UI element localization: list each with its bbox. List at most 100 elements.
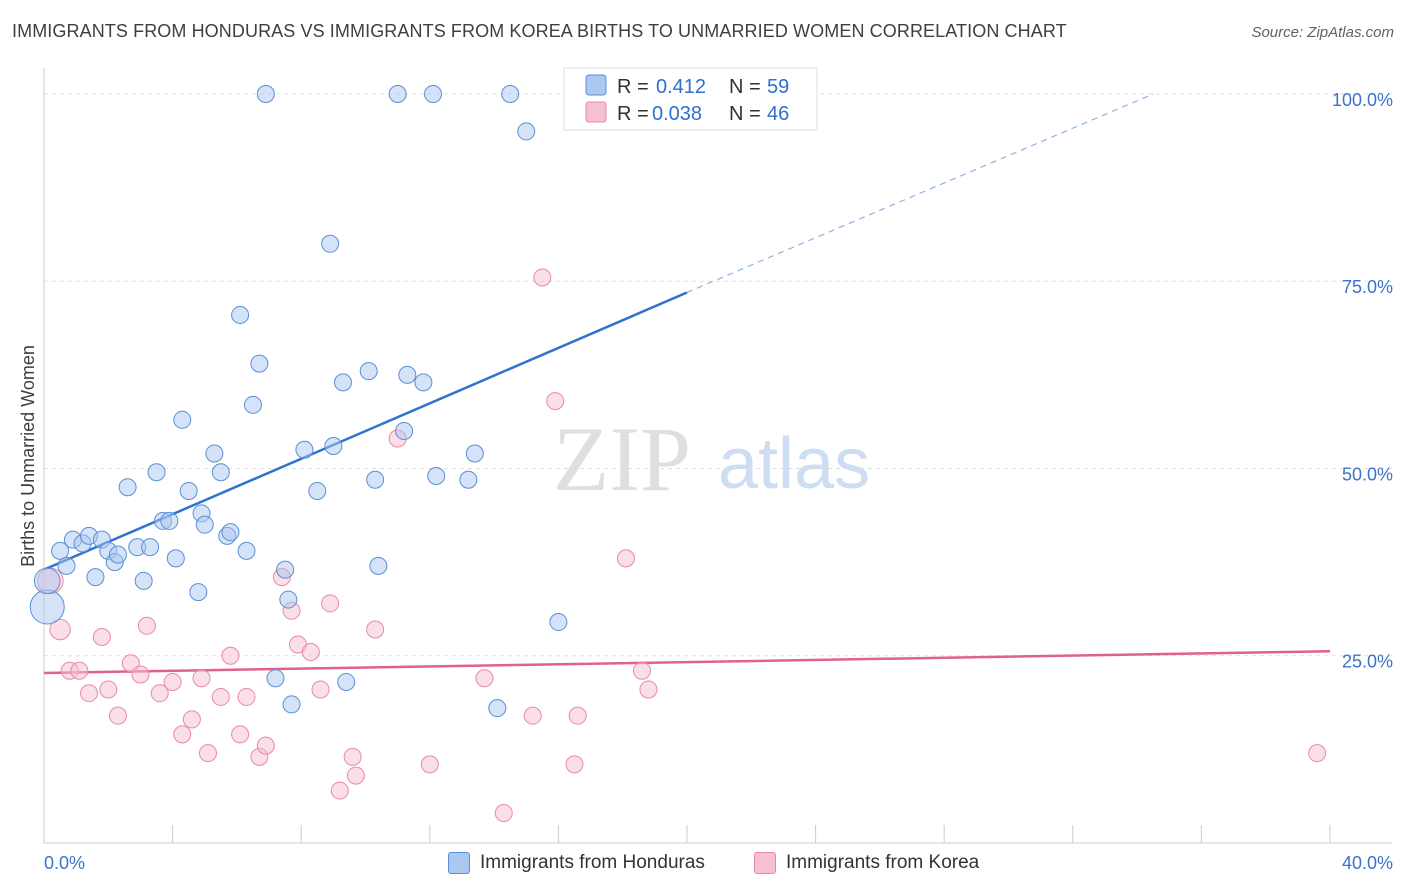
korea-point-18 bbox=[221, 646, 240, 665]
korea-point-35 bbox=[475, 669, 494, 688]
honduras-point-39 bbox=[308, 481, 327, 500]
legend-swatch-honduras-bottom bbox=[448, 852, 470, 874]
korea-point-5 bbox=[92, 628, 111, 647]
korea-point-27 bbox=[311, 680, 330, 699]
tick-labels: 25.0% 50.0% 75.0% 100.0% 0.0% 40.0% bbox=[44, 90, 1393, 873]
honduras-point-20 bbox=[173, 410, 192, 429]
honduras-point-7 bbox=[86, 568, 105, 587]
honduras-point-35 bbox=[276, 560, 295, 579]
honduras-point-32 bbox=[250, 354, 269, 373]
korea-point-31 bbox=[346, 766, 365, 785]
honduras-point-46 bbox=[369, 556, 388, 575]
korea-point-7 bbox=[108, 706, 127, 725]
honduras-point-42 bbox=[333, 373, 352, 392]
legend-n-value-korea: 46 bbox=[767, 103, 789, 125]
honduras-point-25 bbox=[205, 444, 224, 463]
korea-point-3 bbox=[70, 661, 89, 680]
korea-point-4 bbox=[80, 684, 99, 703]
korea-point-36 bbox=[494, 804, 513, 823]
honduras-point-56 bbox=[501, 84, 520, 103]
watermark-atlas: atlas bbox=[718, 424, 870, 504]
honduras-point-51 bbox=[424, 84, 443, 103]
source-label: Source: ZipAtlas.com bbox=[1251, 24, 1394, 41]
honduras-point-53 bbox=[459, 470, 478, 489]
honduras-point-15 bbox=[141, 538, 160, 557]
honduras-point-1 bbox=[33, 567, 61, 595]
honduras-point-3 bbox=[57, 556, 76, 575]
legend-item-korea: Immigrants from Korea bbox=[754, 852, 979, 874]
korea-point-19 bbox=[231, 725, 250, 744]
y-tick-label-25: 25.0% bbox=[1342, 652, 1393, 672]
korea-point-13 bbox=[173, 725, 192, 744]
honduras-point-11 bbox=[108, 545, 127, 564]
legend-label-honduras: Immigrants from Honduras bbox=[480, 852, 705, 873]
legend-n-label-korea: N = bbox=[729, 103, 761, 125]
y-tick-label-75: 75.0% bbox=[1342, 277, 1393, 297]
korea-point-41 bbox=[568, 706, 587, 725]
legend-r-label-korea: R = bbox=[617, 103, 649, 125]
korea-point-29 bbox=[330, 781, 349, 800]
legend-item-honduras: Immigrants from Honduras bbox=[448, 852, 705, 874]
honduras-point-41 bbox=[324, 437, 343, 456]
korea-point-9 bbox=[131, 665, 150, 684]
honduras-point-55 bbox=[488, 699, 507, 718]
korea-point-1 bbox=[49, 618, 71, 641]
honduras-point-12 bbox=[118, 478, 137, 497]
honduras-point-19 bbox=[166, 549, 185, 568]
legend-swatch-korea bbox=[585, 101, 607, 123]
honduras-point-37 bbox=[282, 695, 301, 714]
honduras-point-44 bbox=[359, 362, 378, 381]
korea-point-39 bbox=[546, 392, 565, 411]
honduras-point-21 bbox=[179, 481, 198, 500]
trend-lines bbox=[43, 93, 1331, 675]
korea-point-14 bbox=[182, 710, 201, 729]
korea-point-10 bbox=[137, 616, 156, 635]
honduras-point-14 bbox=[134, 571, 153, 590]
legend-r-label-honduras: R = bbox=[617, 76, 649, 98]
trend-line-honduras bbox=[43, 291, 688, 571]
korea-point-20 bbox=[237, 687, 256, 706]
honduras-point-43 bbox=[337, 672, 356, 691]
korea-point-44 bbox=[639, 680, 658, 699]
honduras-point-38 bbox=[295, 440, 314, 459]
honduras-point-16 bbox=[147, 463, 166, 482]
honduras-point-18 bbox=[160, 511, 179, 530]
korea-point-11 bbox=[150, 684, 169, 703]
trend-line-korea bbox=[43, 650, 1331, 675]
korea-point-43 bbox=[632, 661, 651, 680]
honduras-point-57 bbox=[517, 122, 536, 141]
honduras-point-26 bbox=[211, 463, 230, 482]
honduras-point-49 bbox=[398, 365, 417, 384]
honduras-point-28 bbox=[221, 523, 240, 542]
honduras-point-31 bbox=[243, 395, 262, 414]
korea-point-40 bbox=[565, 755, 584, 774]
korea-point-32 bbox=[366, 620, 385, 639]
korea-point-22 bbox=[256, 736, 275, 755]
honduras-point-24 bbox=[195, 515, 214, 534]
legend-n-value-honduras: 59 bbox=[767, 76, 789, 98]
korea-point-37 bbox=[523, 706, 542, 725]
honduras-point-0 bbox=[29, 589, 65, 625]
honduras-point-48 bbox=[395, 422, 414, 441]
legend-swatch-honduras bbox=[585, 74, 607, 96]
y-tick-label-100: 100.0% bbox=[1332, 90, 1393, 110]
trend-line-honduras-projection bbox=[686, 93, 1154, 294]
korea-point-28 bbox=[321, 594, 340, 613]
korea-point-26 bbox=[301, 643, 320, 661]
watermark-zip: ZIP bbox=[553, 408, 691, 510]
korea-point-38 bbox=[533, 268, 552, 287]
honduras-point-22 bbox=[189, 583, 208, 602]
korea-point-42 bbox=[616, 549, 635, 568]
x-tick-label-min: 0.0% bbox=[44, 853, 85, 873]
honduras-points bbox=[29, 84, 568, 718]
honduras-point-29 bbox=[231, 305, 250, 324]
korea-point-34 bbox=[420, 755, 439, 774]
honduras-point-54 bbox=[465, 444, 484, 463]
chart-title: IMMIGRANTS FROM HONDURAS VS IMMIGRANTS F… bbox=[12, 21, 1067, 41]
legend-swatch-korea-bottom bbox=[754, 852, 776, 874]
honduras-point-50 bbox=[414, 373, 433, 392]
korea-point-17 bbox=[211, 687, 230, 706]
korea-points bbox=[37, 268, 1327, 823]
honduras-point-36 bbox=[279, 590, 298, 609]
